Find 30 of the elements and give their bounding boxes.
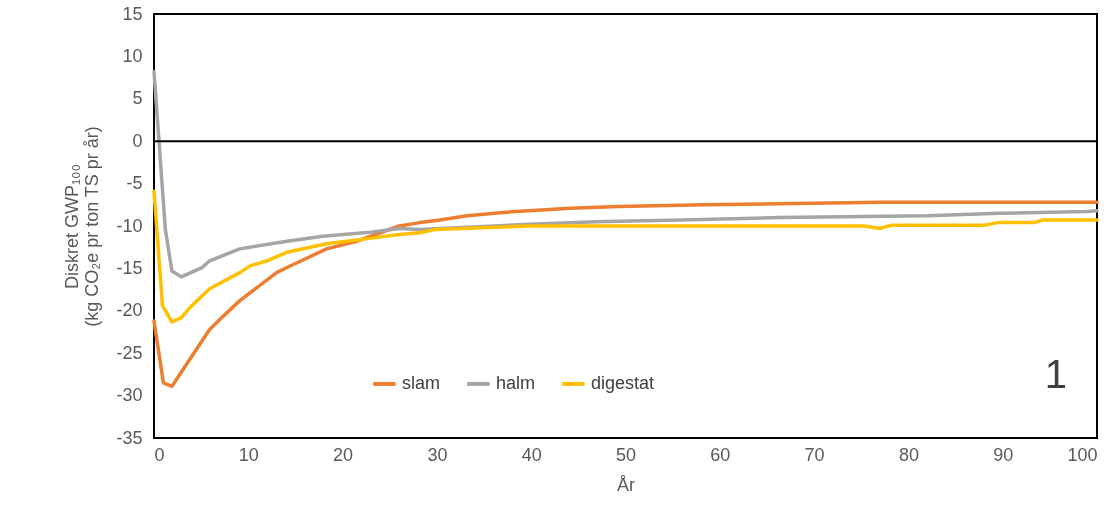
y-tick-label: -5 [126,173,143,194]
x-tick-label: 100 [1067,444,1098,465]
x-tick-label: 70 [804,444,825,465]
x-tick-label: 0 [154,444,165,465]
annotation: 1 [1044,352,1067,396]
x-tick-label: 10 [238,444,259,465]
x-tick-label: 60 [710,444,731,465]
x-tick-label: 40 [521,444,542,465]
x-axis-title: År [617,474,636,495]
legend-label: digestat [590,372,654,393]
y-axis-title: Diskret GWP₁₀₀ (kg CO₂e pr ton TS pr år) [62,126,103,327]
y-tick-label: -20 [116,300,143,321]
y-tick-label: 0 [132,130,143,151]
x-tick-label: 80 [898,444,919,465]
y-tick-label: -30 [116,385,143,406]
x-tick-label: 90 [993,444,1014,465]
y-tick-label: 10 [122,45,143,66]
legend-label: halm [495,372,535,393]
y-tick-label: -10 [116,215,143,236]
y-tick-label: 5 [132,88,143,109]
x-tick-label: 30 [427,444,448,465]
legend-label: slam [401,372,440,393]
x-tick-label: 20 [333,444,354,465]
x-tick-label: 50 [615,444,637,465]
y-tick-label: -35 [116,427,143,448]
line-series [152,189,1099,324]
y-tick-label: 15 [122,3,143,24]
y-tick-label: -25 [116,342,143,363]
line-series [152,69,1099,279]
y-tick-label: -15 [116,257,143,278]
